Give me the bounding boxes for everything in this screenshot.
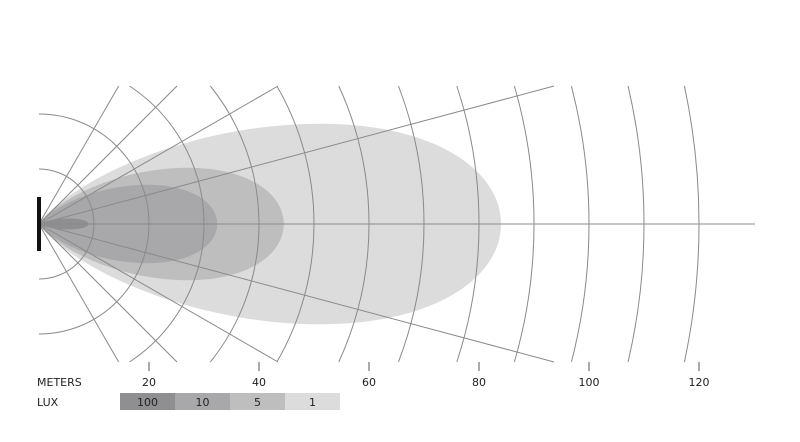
ray--30deg [38, 85, 279, 225]
legend-value: 100 [137, 396, 158, 409]
legend-value: 10 [196, 396, 210, 409]
meters-label: METERS [37, 376, 82, 389]
meters-axis: 20 40 60 80 100 120 [142, 362, 710, 389]
tick-label: 120 [689, 376, 710, 389]
legend-swatch-5 [230, 393, 285, 410]
ray-15deg [38, 223, 555, 363]
lux-legend: 100 10 5 1 [120, 393, 340, 410]
lamp-icon [37, 197, 41, 251]
ray-60deg [38, 223, 120, 363]
ray-30deg [38, 223, 279, 363]
ray-45deg [38, 223, 178, 363]
ray--15deg [38, 85, 555, 225]
lux-label: LUX [37, 396, 59, 409]
legend-value: 5 [254, 396, 261, 409]
tick-label: 80 [472, 376, 486, 389]
ray--60deg [38, 85, 120, 225]
polar-grid [38, 85, 755, 363]
legend-value: 1 [309, 396, 316, 409]
tick-label: 40 [252, 376, 266, 389]
legend-swatch-1 [285, 393, 340, 410]
legend-swatch-100 [120, 393, 175, 410]
legend-swatch-10 [175, 393, 230, 410]
ray--45deg [38, 85, 178, 225]
tick-label: 20 [142, 376, 156, 389]
tick-label: 100 [579, 376, 600, 389]
tick-label: 60 [362, 376, 376, 389]
